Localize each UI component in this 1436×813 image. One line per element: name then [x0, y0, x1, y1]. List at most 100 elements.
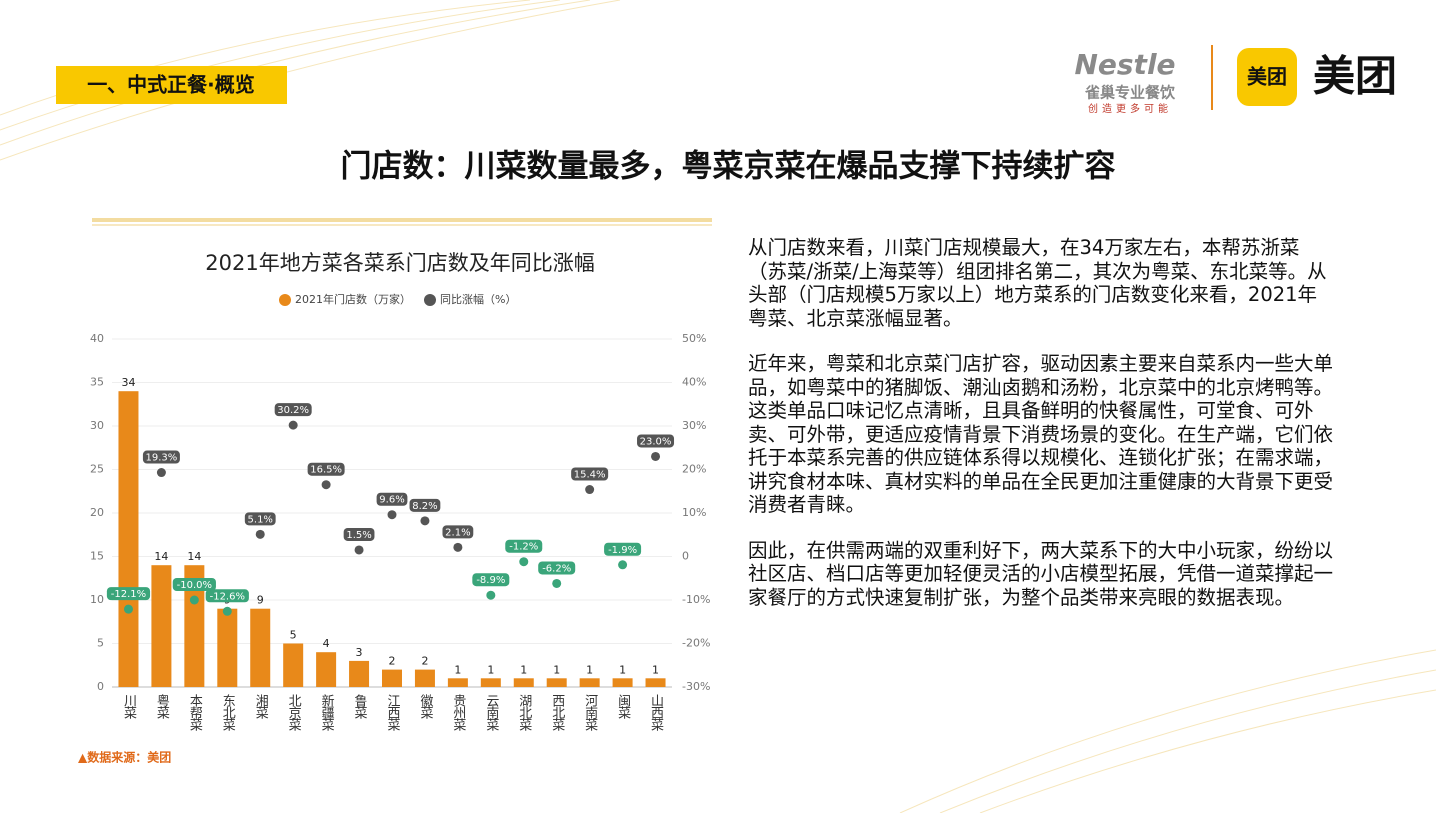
x-tick-label: 本帮菜 [187, 694, 203, 731]
growth-label: -6.2% [542, 563, 571, 574]
growth-label: -12.6% [210, 591, 245, 602]
growth-label: 16.5% [310, 465, 342, 476]
y-tick-label: 30 [90, 419, 104, 432]
bar [382, 669, 402, 687]
growth-label-bg [307, 462, 345, 476]
y2-tick-label: 50% [682, 332, 706, 345]
x-tick-label: 鲁菜 [352, 694, 368, 719]
bar-value-label: 1 [487, 663, 494, 676]
x-tick-label: 西北菜 [549, 694, 565, 731]
bar [217, 608, 238, 687]
growth-label-bg [172, 578, 216, 591]
bar [447, 678, 468, 687]
y2-tick-label: -20% [682, 637, 710, 650]
x-tick-label: 徽菜 [417, 694, 433, 719]
growth-label-bg [472, 573, 510, 587]
x-tick-label: 河南菜 [582, 694, 598, 731]
bar [118, 391, 139, 687]
chart-rule [92, 218, 712, 222]
bar [546, 678, 567, 687]
x-tick-label: 湘菜 [253, 694, 269, 719]
growth-dot [189, 595, 199, 605]
growth-label-bg [571, 467, 609, 481]
growth-label: -8.9% [476, 575, 505, 586]
growth-label-bg [376, 492, 408, 506]
x-tick-label: 粤菜 [154, 693, 170, 719]
x-tick-label: 山西菜 [648, 694, 664, 731]
bar-value-label: 9 [257, 594, 264, 607]
body-text: 从门店数来看，川菜门店规模最大，在34万家左右，本帮苏浙菜（苏菜/浙菜/上海菜等… [748, 236, 1333, 631]
growth-dot [519, 557, 529, 567]
x-tick-label: 北京菜 [286, 694, 302, 731]
y2-tick-label: 30% [682, 419, 706, 432]
logo-meituan: 美团 [1313, 52, 1397, 101]
bar-value-label: 14 [154, 550, 168, 563]
logo-nestle: Nestle [1074, 48, 1175, 81]
x-tick-label: 湖北菜 [516, 694, 532, 731]
growth-dot [288, 420, 298, 430]
growth-dot [552, 578, 562, 588]
x-tick-label: 江西菜 [385, 694, 401, 731]
bar [250, 608, 271, 687]
bar [414, 669, 435, 687]
growth-dot [321, 480, 331, 490]
y2-tick-label: 20% [682, 463, 706, 476]
bar [184, 565, 205, 687]
paragraph: 从门店数来看，川菜门店规模最大，在34万家左右，本帮苏浙菜（苏菜/浙菜/上海菜等… [748, 236, 1327, 330]
growth-label: -12.1% [111, 589, 146, 600]
bar [579, 678, 600, 687]
growth-label: -10.0% [177, 580, 212, 591]
source: ▲数据来源：美团 [78, 750, 171, 765]
bar-value-label: 14 [187, 550, 201, 563]
bar-value-label: 2 [389, 655, 396, 668]
legend-label: 同比涨幅（%） [440, 293, 516, 306]
bar-value-label: 34 [121, 376, 135, 389]
growth-dot [354, 545, 364, 555]
logo-meituan-icon-text: 美团 [1247, 65, 1287, 89]
bar [645, 678, 666, 687]
legend-label: 2021年门店数（万家） [295, 292, 411, 306]
growth-label-bg [637, 434, 675, 448]
y2-tick-label: 40% [682, 376, 706, 389]
bar [316, 652, 337, 687]
x-tick-label: 东北菜 [220, 694, 236, 731]
y2-tick-label: 10% [682, 506, 706, 519]
legend-swatch [279, 294, 291, 306]
growth-label: 5.1% [248, 514, 273, 525]
growth-label-bg [244, 512, 276, 526]
y-tick-label: 5 [97, 637, 104, 650]
paragraph: 近年来，粤菜和北京菜门店扩容，驱动因素主要来自菜系内一些大单品，如粤菜中的猪脚饭… [748, 352, 1334, 516]
growth-label: 9.6% [379, 495, 404, 506]
growth-dot [651, 451, 661, 461]
growth-dot [585, 485, 595, 495]
bar-value-label: 2 [421, 655, 428, 668]
legend-swatch [424, 294, 436, 306]
logo-meituan-icon [1237, 48, 1297, 106]
bar [151, 565, 172, 687]
growth-dot [420, 516, 430, 526]
growth-dot [486, 590, 496, 600]
y-tick-label: 40 [90, 332, 104, 345]
growth-label: 23.0% [640, 436, 672, 447]
logo-slogan: 创造更多可能 [1088, 102, 1172, 115]
y-tick-label: 25 [90, 463, 104, 476]
growth-dot [222, 606, 232, 616]
bar [349, 660, 370, 687]
growth-label-bg [106, 587, 151, 601]
growth-label-bg [205, 589, 249, 603]
y-tick-label: 10 [90, 593, 104, 606]
y-tick-label: 20 [90, 506, 104, 519]
growth-label-bg [343, 527, 375, 541]
x-tick-label: 贵州菜 [450, 694, 466, 731]
y2-tick-label: 0 [682, 550, 689, 563]
growth-label: 8.2% [412, 501, 437, 512]
growth-label-bg [505, 539, 543, 553]
growth-dot [453, 542, 463, 552]
growth-label: 30.2% [277, 405, 309, 416]
growth-label: 15.4% [574, 470, 606, 481]
y2-tick-label: -10% [682, 593, 710, 606]
growth-dot [618, 560, 628, 570]
bar-value-label: 1 [586, 663, 593, 676]
